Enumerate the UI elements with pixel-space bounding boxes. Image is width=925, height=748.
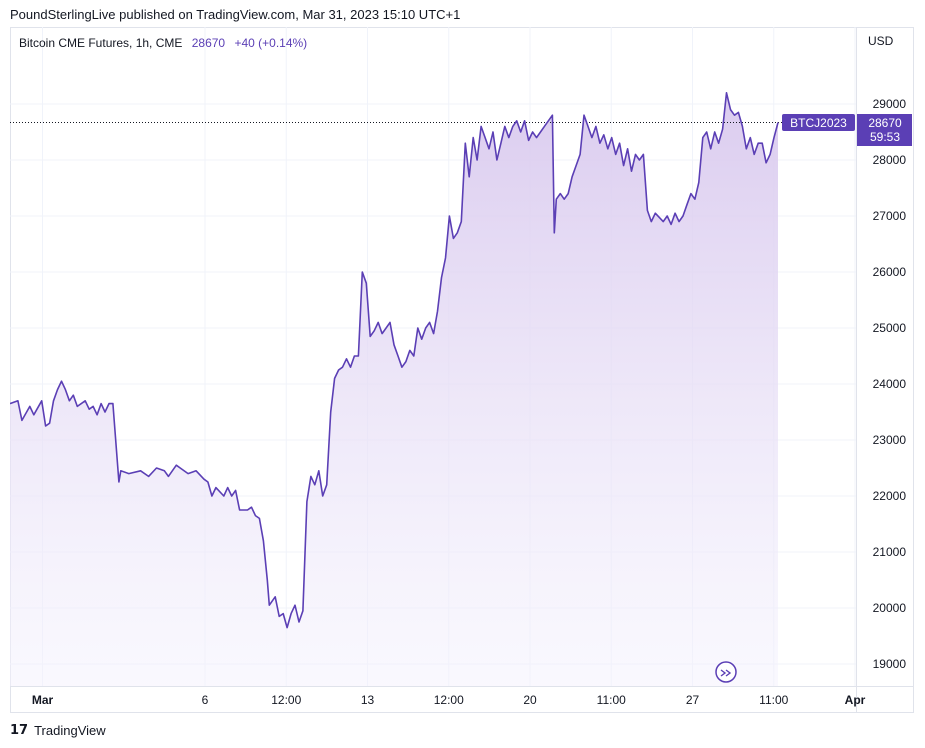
price-tick-label: 24000 (873, 377, 907, 391)
legend-symbol: Bitcoin CME Futures, 1h, CME (19, 36, 183, 50)
time-tick-label: 11:00 (759, 693, 788, 707)
price-tick-label: 20000 (873, 601, 907, 615)
time-tick-label: Mar (32, 693, 54, 707)
time-tick-label: 6 (202, 693, 209, 707)
price-tag-countdown: 59:53 (870, 130, 900, 144)
ticker-tag-bg (782, 114, 855, 131)
price-line-series[interactable] (10, 92, 779, 629)
price-label-tag: BTCJ2023 28670 59:53 (782, 114, 912, 146)
time-tick-label: 12:00 (271, 693, 301, 707)
time-tick-label: 20 (523, 693, 537, 707)
tradingview-brand-name: TradingView (34, 723, 106, 738)
publisher-line: PoundSterlingLive published on TradingVi… (10, 7, 461, 22)
double-chevron-right-icon (720, 669, 732, 677)
price-tick-label: 19000 (873, 657, 907, 671)
price-tag-value: 28670 (868, 116, 902, 130)
ticker-tag-text: BTCJ2023 (790, 116, 847, 130)
price-area-fill (10, 92, 778, 686)
time-tick-label: 11:00 (597, 693, 626, 707)
price-tick-label: 25000 (873, 321, 907, 335)
time-axis[interactable]: Mar 6 12:00 13 12:00 20 11:00 27 11:00 Apr (32, 693, 866, 707)
legend-last-value: 28670 (191, 36, 226, 50)
time-tick-label: 27 (686, 693, 700, 707)
tradingview-mark-icon: 17 (10, 723, 29, 738)
time-tick-label: 12:00 (434, 693, 464, 707)
price-tick-label: 23000 (873, 433, 907, 447)
price-tick-label: 26000 (873, 265, 907, 279)
price-tick-label: 21000 (873, 545, 907, 559)
price-tick-label: 28000 (873, 153, 907, 167)
price-tag-bg (857, 114, 912, 146)
price-tick-label: 22000 (873, 489, 907, 503)
time-tick-label: 13 (361, 693, 375, 707)
chart-frame (10, 27, 914, 713)
price-axis[interactable]: 19000 20000 21000 22000 23000 24000 25000 26000… (873, 97, 907, 671)
scroll-to-realtime-button[interactable] (715, 661, 737, 683)
scroll-button-circle[interactable] (715, 661, 737, 683)
price-tick-label: 27000 (873, 209, 907, 223)
price-tick-label: 29000 (873, 97, 907, 111)
chart-legend: Bitcoin CME Futures, 1h, CME 28670 +40 (… (19, 36, 307, 50)
tradingview-logo[interactable]: 17 TradingView (10, 723, 106, 738)
legend-change: +40 (+0.14%) (234, 36, 308, 50)
time-tick-label: Apr (845, 693, 866, 707)
currency-label[interactable]: USD (868, 34, 894, 48)
price-chart[interactable]: 19000 20000 21000 22000 23000 24000 25000 26000… (10, 27, 914, 713)
